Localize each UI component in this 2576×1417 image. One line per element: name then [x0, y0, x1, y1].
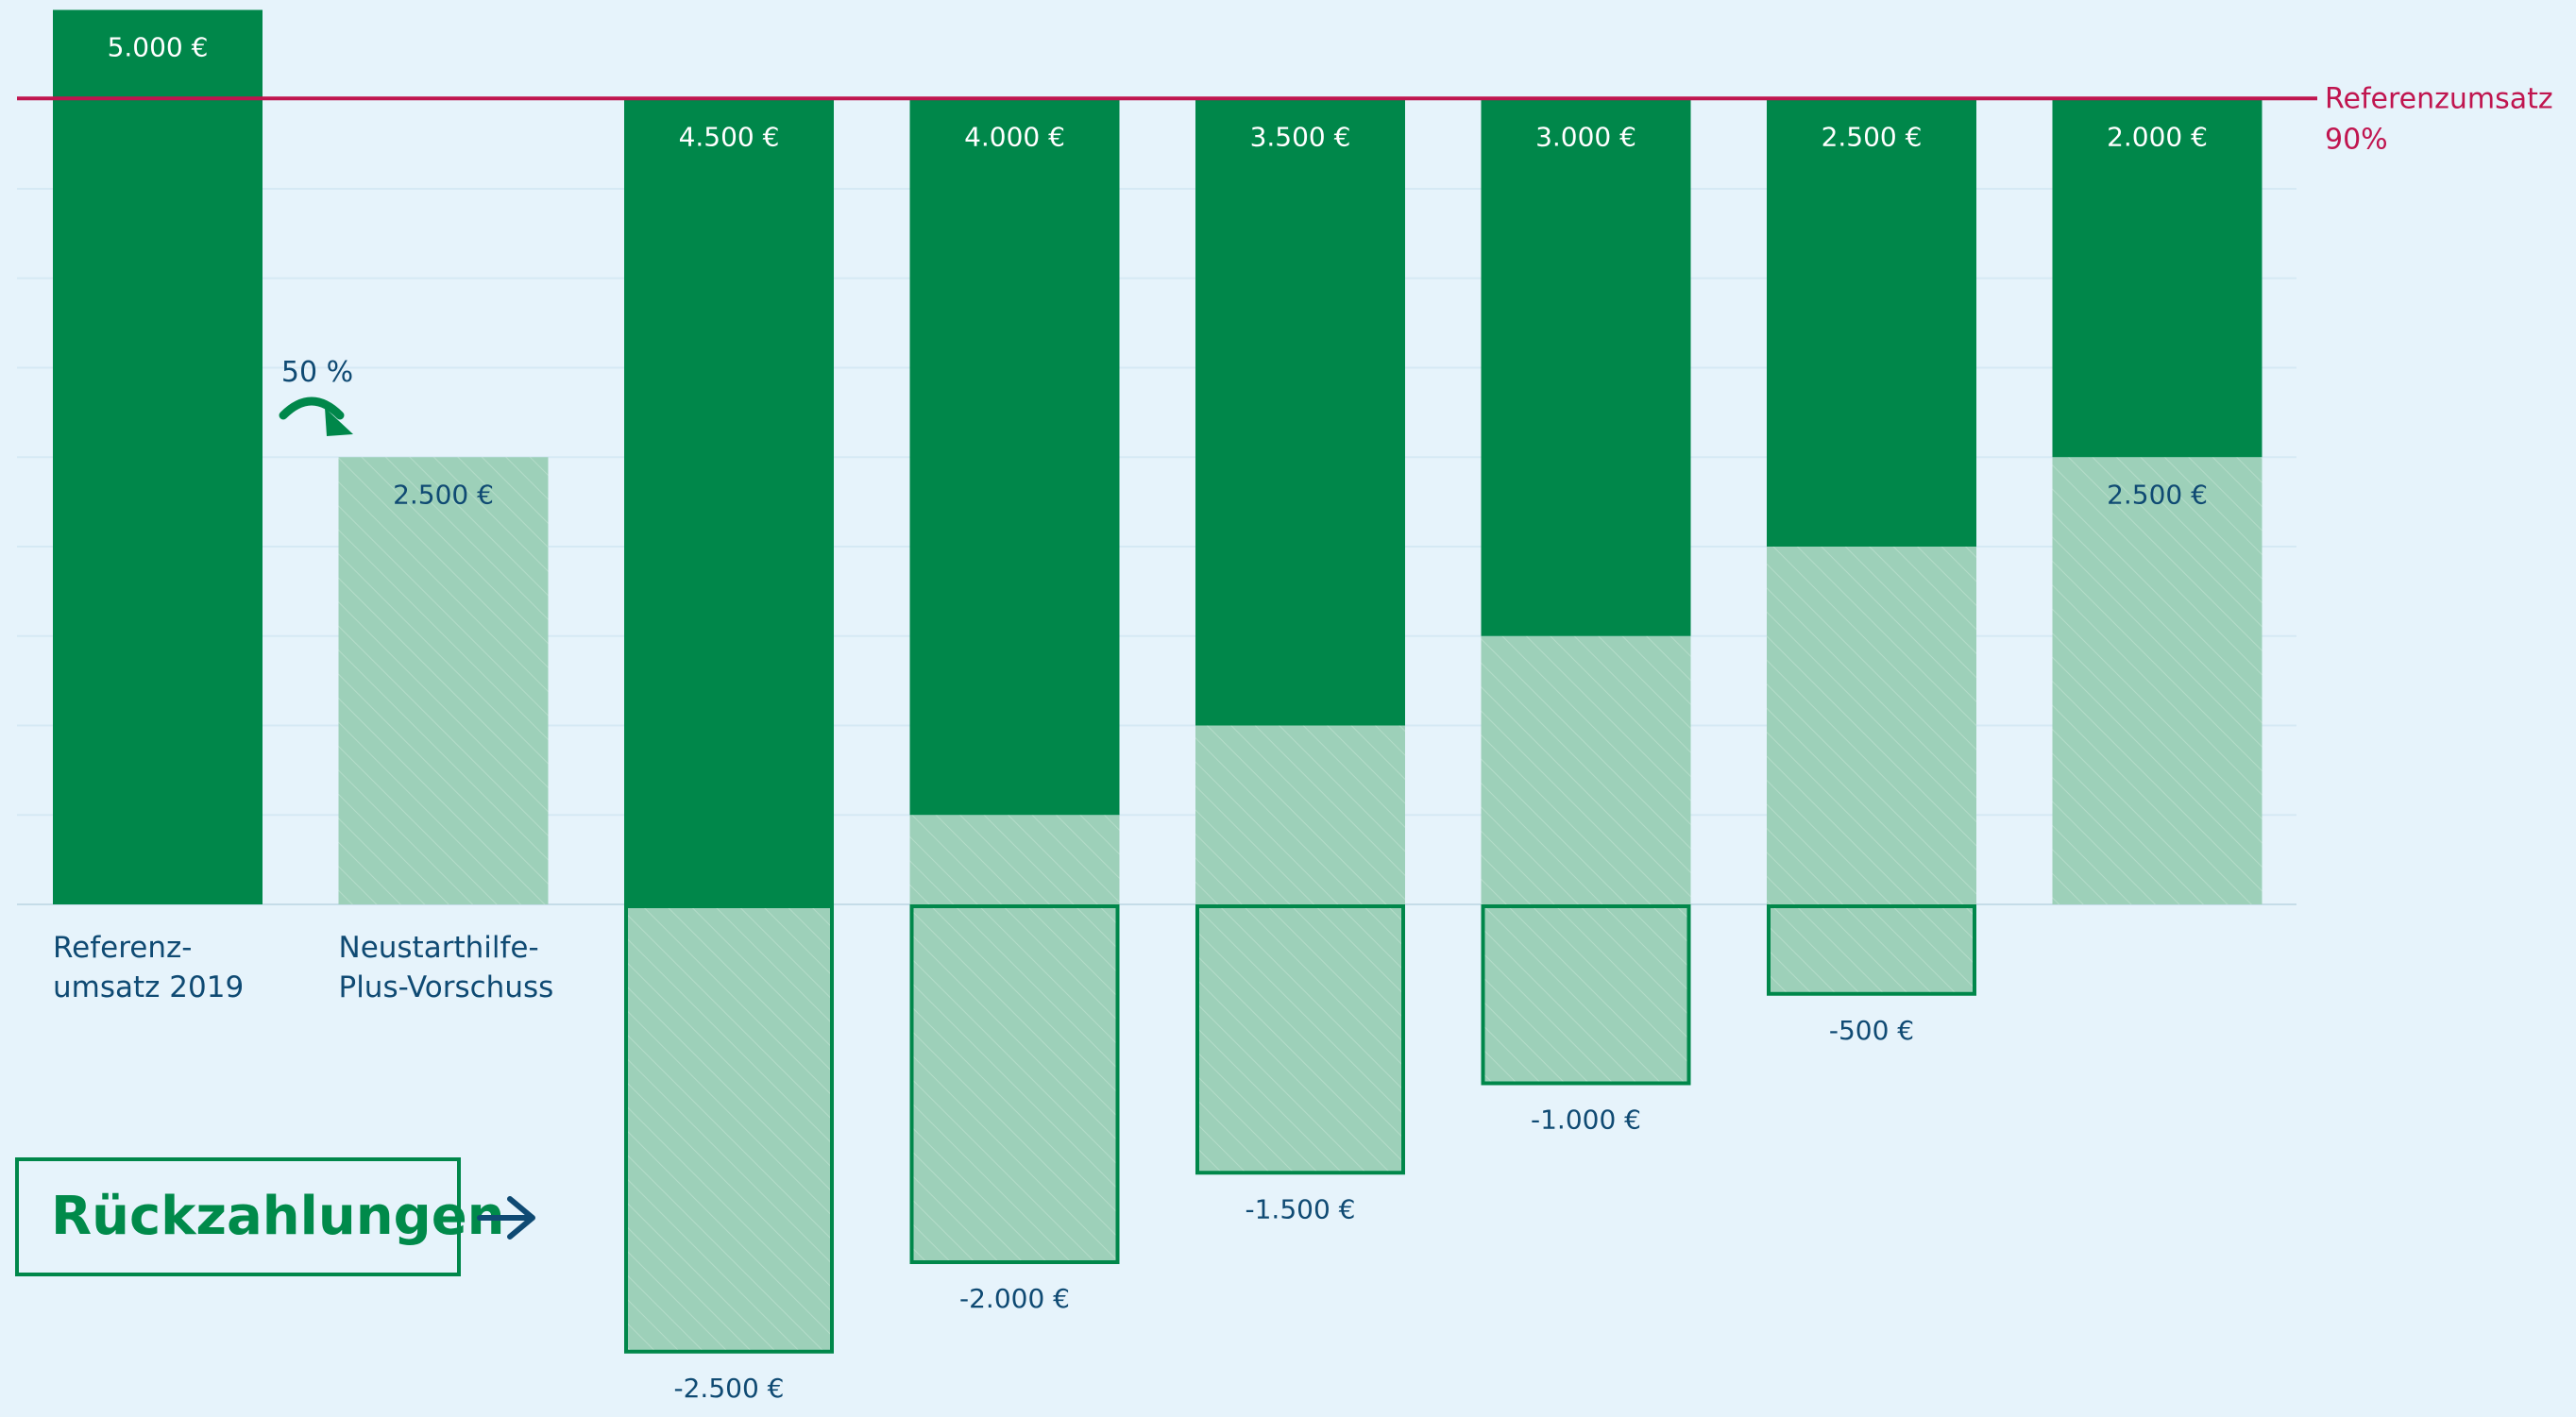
bar-dark-segment: [1767, 99, 1976, 547]
bar-light-segment: [2052, 457, 2262, 904]
labels-layer: 5.000 € Referenz-umsatz 2019 2.500 € Neusta…: [53, 32, 2208, 1404]
bar-dark-segment: [1195, 99, 1405, 726]
bar-value-label: 2.500 €: [393, 479, 494, 510]
bar-light-segment: [338, 457, 549, 904]
bar-repayment-segment: [909, 904, 1120, 1264]
arrow-right-icon: [477, 1196, 535, 1240]
bar-value-label: 5.000 €: [108, 32, 209, 63]
repayment-label: -2.000 €: [959, 1283, 1070, 1314]
bar-value-label: 4.000 €: [964, 121, 1065, 152]
bar-value-label: 3.500 €: [1250, 121, 1351, 152]
bar-light-segment: [1767, 547, 1976, 904]
bar-repayment-segment: [1481, 904, 1691, 1086]
reference-line-percent: 90%: [2325, 123, 2388, 156]
bar-value-label: 2.500 €: [2107, 479, 2208, 510]
repayment-label: -2.500 €: [674, 1373, 785, 1404]
bar-light-segment: [1481, 635, 1691, 904]
bar-dark-segment: [1481, 99, 1691, 636]
percent-annotation: 50 %: [281, 356, 353, 389]
category-label: Plus-Vorschuss: [339, 970, 554, 1004]
repayment-title: Rückzahlungen: [51, 1186, 505, 1247]
bar-dark-segment: [624, 99, 834, 904]
repayment-label: -1.500 €: [1246, 1193, 1356, 1224]
bar-dark-segment: [53, 9, 263, 904]
bars-layer: [53, 9, 2262, 1354]
curved-arrow-icon: [279, 396, 353, 436]
bar-value-label: 2.000 €: [2107, 121, 2208, 152]
bar-value-label: 2.500 €: [1822, 121, 1923, 152]
bar-dark-segment: [2052, 99, 2262, 458]
bar-light-segment: [909, 815, 1120, 904]
category-label: umsatz 2019: [53, 970, 244, 1004]
bar-repayment-segment: [1195, 904, 1405, 1175]
bar-repayment-segment: [1767, 904, 1976, 996]
reference-line-label: Referenzumsatz: [2325, 82, 2553, 115]
repayment-label: -500 €: [1829, 1015, 1914, 1046]
bar-value-label: 4.500 €: [679, 121, 780, 152]
repayment-label: -1.000 €: [1531, 1105, 1641, 1136]
repayment-box: [15, 1157, 461, 1276]
bar-light-segment: [1195, 725, 1405, 904]
category-label: Neustarthilfe-: [339, 931, 539, 965]
category-label: Referenz-: [53, 931, 192, 965]
bar-repayment-segment: [624, 904, 834, 1354]
bar-value-label: 3.000 €: [1535, 121, 1636, 152]
bar-dark-segment: [909, 99, 1120, 816]
